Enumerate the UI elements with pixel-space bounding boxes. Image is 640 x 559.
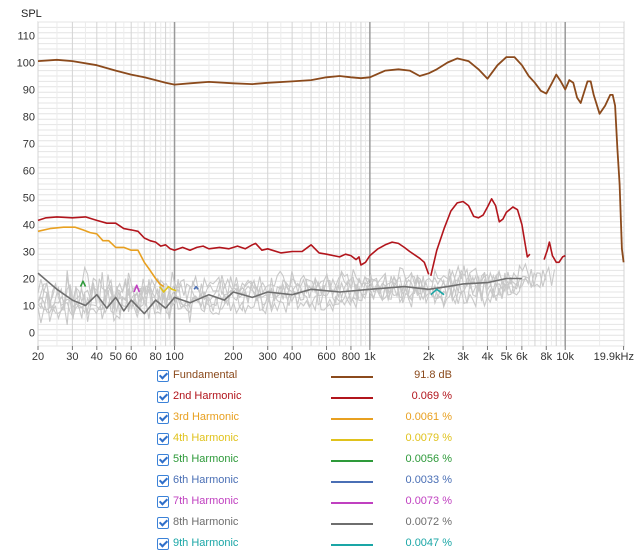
- y-tick-label: 90: [23, 85, 35, 97]
- y-tick-label: 100: [17, 58, 35, 70]
- legend-checkbox[interactable]: [157, 454, 169, 466]
- legend-label: 3rd Harmonic: [173, 411, 240, 423]
- legend-value: 0.0033 %: [405, 474, 452, 486]
- legend-value: 0.0056 %: [405, 453, 452, 465]
- x-tick-label: 40: [91, 351, 103, 363]
- legend-value: 0.0073 %: [405, 495, 452, 507]
- legend-value: 91.8 dB: [414, 369, 452, 381]
- legend-item[interactable]: 3rd Harmonic 0.0061 %: [0, 408, 640, 428]
- legend-swatch: [331, 376, 373, 378]
- legend-label: 5th Harmonic: [173, 453, 239, 465]
- series-line-7th-harmonic: [133, 284, 141, 293]
- legend-item[interactable]: Fundamental 91.8 dB: [0, 366, 640, 386]
- x-tick-label: 6k: [516, 351, 528, 363]
- legend-item[interactable]: 8th Harmonic 0.0072 %: [0, 513, 640, 533]
- y-tick-label: 60: [23, 166, 35, 178]
- legend-checkbox[interactable]: [157, 496, 169, 508]
- legend-value: 0.0047 %: [405, 537, 452, 549]
- y-tick-label: 10: [23, 301, 35, 313]
- series-line-2nd-harmonic: [430, 198, 531, 276]
- x-tick-label: 1k: [364, 351, 376, 363]
- legend-swatch: [331, 439, 373, 441]
- legend-swatch: [331, 544, 373, 546]
- x-tick-label: 300: [259, 351, 277, 363]
- legend-item[interactable]: 6th Harmonic 0.0033 %: [0, 471, 640, 491]
- x-tick-label: 800: [342, 351, 360, 363]
- series-line-2nd-harmonic: [37, 216, 430, 275]
- y-tick-label: 50: [23, 193, 35, 205]
- legend-checkbox[interactable]: [157, 433, 169, 445]
- legend-checkbox[interactable]: [157, 517, 169, 529]
- legend-label: 9th Harmonic: [173, 537, 239, 549]
- legend-checkbox[interactable]: [157, 370, 169, 382]
- y-tick-label: 110: [17, 31, 35, 43]
- y-axis-ticks: 0 10 20 30 40 50 60 70 80 90 100 110: [17, 31, 35, 340]
- legend-value: 0.0079 %: [405, 432, 452, 444]
- legend-swatch: [331, 460, 373, 462]
- y-tick-label: 40: [23, 220, 35, 232]
- legend-item[interactable]: 4th Harmonic 0.0079 %: [0, 429, 640, 449]
- legend-item[interactable]: 9th Harmonic 0.0047 %: [0, 534, 640, 554]
- legend-swatch: [331, 502, 373, 504]
- series-line-9th-harmonic: [430, 288, 445, 296]
- noise-trace: [37, 267, 547, 313]
- legend-label: 2nd Harmonic: [173, 390, 242, 402]
- x-tick-label: 30: [66, 351, 78, 363]
- x-tick-label: 80: [149, 351, 161, 363]
- legend-swatch: [331, 481, 373, 483]
- noise-trace: [37, 262, 556, 310]
- series-line-6th-harmonic: [193, 285, 199, 290]
- x-tick-label: 4k: [482, 351, 494, 363]
- legend-checkbox[interactable]: [157, 391, 169, 403]
- legend-value: 0.0061 %: [405, 411, 452, 423]
- x-tick-label: 2k: [423, 351, 435, 363]
- y-tick-label: 70: [23, 139, 35, 151]
- legend-label: 4th Harmonic: [173, 432, 239, 444]
- x-tick-label: 400: [283, 351, 301, 363]
- x-tick-label: 10k: [556, 351, 574, 363]
- x-tick-label: 50: [110, 351, 122, 363]
- series-line-3rd-harmonic: [37, 226, 165, 288]
- legend-swatch: [331, 418, 373, 420]
- legend-label: 8th Harmonic: [173, 516, 239, 528]
- x-axis-ticks: 20 30 40 50 60 80 100 200 300 400 600 800 1k 2k 3k 4k 5k…: [32, 346, 634, 363]
- y-tick-label: 20: [23, 274, 35, 286]
- x-tick-label: 200: [224, 351, 242, 363]
- legend-swatch: [331, 397, 373, 399]
- legend-checkbox[interactable]: [157, 412, 169, 424]
- x-tick-label: 20: [32, 351, 44, 363]
- series-line-8th-harmonic: [37, 272, 522, 315]
- x-tick-label: 100: [165, 351, 183, 363]
- series-line-2nd-harmonic: [543, 241, 566, 264]
- legend-swatch: [331, 523, 373, 525]
- legend-label: 7th Harmonic: [173, 495, 239, 507]
- series-line-4th-harmonic: [159, 285, 177, 293]
- x-tick-label: 3k: [457, 351, 469, 363]
- x-tick-label: 60: [125, 351, 137, 363]
- series-line-5th-harmonic: [79, 280, 87, 287]
- x-tick-label: 19.9kHz: [594, 351, 634, 363]
- legend-label: 6th Harmonic: [173, 474, 239, 486]
- legend-item[interactable]: 2nd Harmonic 0.069 %: [0, 387, 640, 407]
- x-tick-label: 5k: [501, 351, 513, 363]
- legend-checkbox[interactable]: [157, 475, 169, 487]
- x-tick-label: 600: [317, 351, 335, 363]
- x-tick-label: 8k: [540, 351, 552, 363]
- y-tick-label: 30: [23, 247, 35, 259]
- legend-value: 0.069 %: [411, 390, 452, 402]
- legend-item[interactable]: 7th Harmonic 0.0073 %: [0, 492, 640, 512]
- legend-value: 0.0072 %: [405, 516, 452, 528]
- series-line-fundamental: [37, 56, 625, 263]
- y-tick-label: 0: [29, 328, 35, 340]
- y-tick-label: 80: [23, 112, 35, 124]
- legend-label: Fundamental: [173, 369, 238, 381]
- legend-checkbox[interactable]: [157, 538, 169, 550]
- chart-series: [37, 56, 625, 315]
- y-axis-label: SPL: [21, 8, 42, 20]
- legend-item[interactable]: 5th Harmonic 0.0056 %: [0, 450, 640, 470]
